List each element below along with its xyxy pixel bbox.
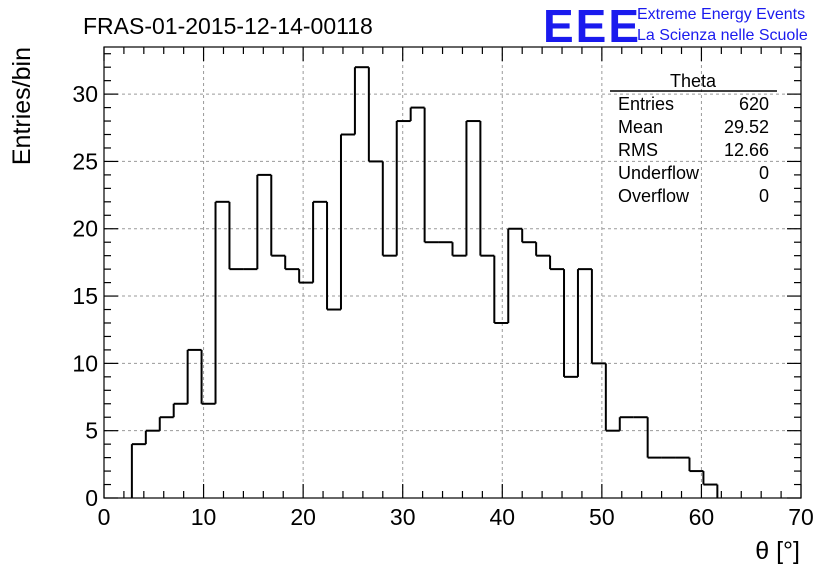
histogram-bars	[130, 66, 719, 498]
stats-value: 0	[759, 163, 769, 183]
stats-label: Entries	[618, 94, 674, 114]
grid-lines	[104, 47, 801, 498]
stats-value: 0	[759, 186, 769, 206]
stats-label: Mean	[618, 117, 663, 137]
x-tick-labels: 0 10 20 30 40 50 60 70	[98, 504, 814, 530]
x-tick-label: 60	[689, 504, 715, 530]
stats-label: RMS	[618, 140, 658, 160]
y-tick-label: 0	[85, 485, 98, 511]
plot-area	[104, 47, 801, 498]
plot-frame	[103, 46, 802, 499]
y-tick-label: 5	[85, 418, 98, 444]
logo-line-2: La Scienza nelle Scuole	[637, 27, 808, 44]
x-tick-label: 70	[788, 504, 814, 530]
axis-ticks	[103, 47, 802, 499]
run-title: FRAS-01-2015-12-14-00118	[83, 13, 373, 39]
stats-value: 29.52	[724, 117, 769, 137]
y-tick-label: 20	[72, 216, 98, 242]
stats-value: 620	[739, 94, 769, 114]
y-tick-label: 30	[72, 81, 98, 107]
stats-label: Overflow	[618, 186, 690, 206]
y-tick-label: 25	[72, 148, 98, 174]
logo-line-1: Extreme Energy Events	[637, 6, 805, 23]
x-tick-label: 30	[390, 504, 416, 530]
x-tick-label: 50	[589, 504, 615, 530]
y-tick-label: 10	[72, 350, 98, 376]
stats-box: Theta Entries 620 Mean 29.52 RMS 12.66 Underfl…	[610, 71, 777, 206]
eee-logo: EEE Extreme Energy Events La Scienza nel…	[543, 0, 808, 52]
stats-rows: Entries 620 Mean 29.52 RMS 12.66 Underflow 0 Ove…	[618, 94, 769, 206]
x-tick-label: 10	[191, 504, 217, 530]
y-axis-label: Entries/bin	[8, 47, 36, 165]
stats-box-title: Theta	[670, 71, 717, 91]
eee-logo-text: EEE	[543, 0, 641, 52]
x-axis-label: θ [°]	[755, 537, 800, 565]
y-tick-labels: 0 5 10 15 20 25 30	[72, 81, 98, 511]
x-tick-label: 20	[290, 504, 316, 530]
stats-value: 12.66	[724, 140, 769, 160]
stats-label: Underflow	[618, 163, 700, 183]
y-tick-label: 15	[72, 283, 98, 309]
x-tick-label: 40	[489, 504, 515, 530]
x-tick-label: 0	[98, 504, 111, 530]
